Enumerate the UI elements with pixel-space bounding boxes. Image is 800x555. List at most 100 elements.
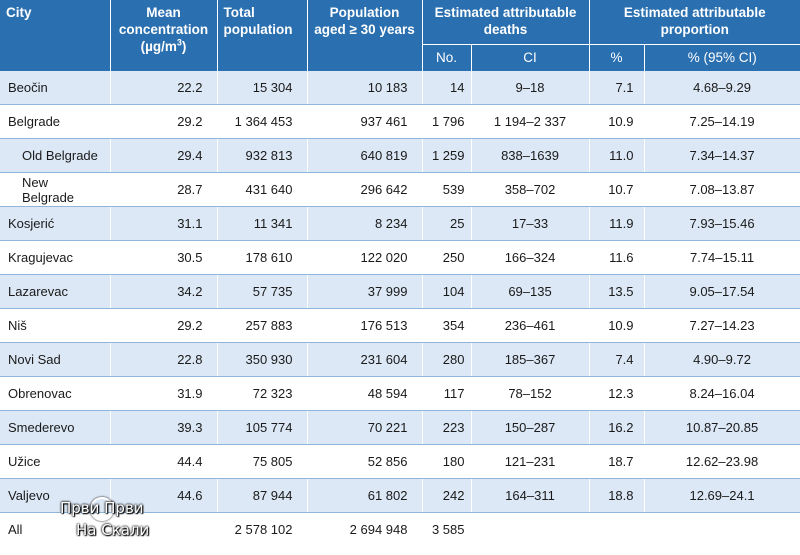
table-row: Lazarevac 34.2 57 735 37 999 104 69–135 …	[0, 274, 800, 309]
cell-ci: 358–702	[471, 172, 590, 207]
cell-pct	[589, 512, 645, 546]
cell-mean: 29.2	[110, 104, 218, 139]
cell-total: 350 930	[217, 342, 308, 377]
cell-no: 242	[422, 478, 472, 513]
cell-total: 105 774	[217, 410, 308, 445]
cell-pct-ci: 4.90–9.72	[644, 342, 800, 377]
cell-pct: 18.8	[589, 478, 645, 513]
cell-no: 180	[422, 444, 472, 479]
cell-pct-ci: 8.24–16.04	[644, 376, 800, 411]
cell-no: 1 259	[422, 138, 472, 173]
table-row: Novi Sad 22.8 350 930 231 604 280 185–36…	[0, 342, 800, 377]
cell-pop30: 176 513	[307, 308, 423, 343]
cell-city: Kragujevac	[0, 240, 111, 275]
cell-city: Niš	[0, 308, 111, 343]
cell-total: 932 813	[217, 138, 308, 173]
cell-pct: 12.3	[589, 376, 645, 411]
header-total-population: Total population	[217, 0, 308, 71]
cell-pct: 7.1	[589, 71, 645, 105]
table-row: Old Belgrade 29.4 932 813 640 819 1 259 …	[0, 138, 800, 173]
cell-city: Užice	[0, 444, 111, 479]
cell-total: 75 805	[217, 444, 308, 479]
cell-mean: 30.5	[110, 240, 218, 275]
cell-mean: 29.4	[110, 138, 218, 173]
cell-city: Obrenovac	[0, 376, 111, 411]
cell-pct: 10.9	[589, 104, 645, 139]
cell-ci: 166–324	[471, 240, 590, 275]
cell-pop30: 48 594	[307, 376, 423, 411]
cell-ci: 121–231	[471, 444, 590, 479]
cell-total: 2 578 102	[217, 512, 308, 546]
cell-mean: 39.3	[110, 410, 218, 445]
cell-no: 25	[422, 206, 472, 241]
cell-pct: 7.4	[589, 342, 645, 377]
cell-pct: 13.5	[589, 274, 645, 309]
header-city: City	[0, 0, 111, 71]
cell-mean: 29.2	[110, 308, 218, 343]
cell-pop30: 10 183	[307, 71, 423, 105]
cell-pop30: 52 856	[307, 444, 423, 479]
cell-ci: 236–461	[471, 308, 590, 343]
cell-ci: 17–33	[471, 206, 590, 241]
cell-mean: 28.7	[110, 172, 218, 207]
cell-pct: 10.9	[589, 308, 645, 343]
cell-mean: 22.2	[110, 71, 218, 105]
table-row: Niš 29.2 257 883 176 513 354 236–461 10.…	[0, 308, 800, 343]
header-mean-concentration: Mean concentration (µg/m3)	[110, 0, 218, 71]
cell-mean: 31.9	[110, 376, 218, 411]
cell-total: 57 735	[217, 274, 308, 309]
cell-ci: 838–1639	[471, 138, 590, 173]
cell-mean: 22.8	[110, 342, 218, 377]
cell-city: Smederevo	[0, 410, 111, 445]
cell-no: 104	[422, 274, 472, 309]
cell-city: Valjevo	[0, 478, 111, 513]
cell-ci: 164–311	[471, 478, 590, 513]
cell-pct-ci: 9.05–17.54	[644, 274, 800, 309]
cell-pop30: 2 694 948	[307, 512, 423, 546]
cell-no: 14	[422, 71, 472, 105]
table-row: Kragujevac 30.5 178 610 122 020 250 166–…	[0, 240, 800, 275]
header-attributable-proportion: Estimated attributable proportion	[589, 0, 800, 45]
cell-mean: 31.1	[110, 206, 218, 241]
table-row: Užice 44.4 75 805 52 856 180 121–231 18.…	[0, 444, 800, 479]
cell-city: Old Belgrade	[0, 138, 111, 173]
table-header: City Mean concentration (µg/m3) Total po…	[0, 0, 800, 71]
cell-ci: 9–18	[471, 71, 590, 105]
cell-city: Kosjerić	[0, 206, 111, 241]
cell-pct: 10.7	[589, 172, 645, 207]
cell-total: 178 610	[217, 240, 308, 275]
table-row: Valjevo 44.6 87 944 61 802 242 164–311 1…	[0, 478, 800, 513]
table-row: Beočin 22.2 15 304 10 183 14 9–18 7.1 4.…	[0, 71, 800, 105]
table-row: Kosjerić 31.1 11 341 8 234 25 17–33 11.9…	[0, 206, 800, 241]
cell-pct: 16.2	[589, 410, 645, 445]
cell-pop30: 122 020	[307, 240, 423, 275]
cell-total: 1 364 453	[217, 104, 308, 139]
table-body: Beočin 22.2 15 304 10 183 14 9–18 7.1 4.…	[0, 71, 800, 546]
cell-pct-ci	[644, 512, 800, 546]
cell-pct: 18.7	[589, 444, 645, 479]
header-mean-unit: (µg/m	[140, 39, 177, 54]
cell-pct-ci: 4.68–9.29	[644, 71, 800, 105]
cell-pct-ci: 12.69–24.1	[644, 478, 800, 513]
cell-total: 257 883	[217, 308, 308, 343]
header-attributable-deaths: Estimated attributable deaths	[422, 0, 590, 45]
cell-total: 11 341	[217, 206, 308, 241]
header-population-30: Population aged ≥ 30 years	[307, 0, 423, 71]
header-no: No.	[422, 44, 472, 71]
cell-pct: 11.0	[589, 138, 645, 173]
cell-city: Belgrade	[0, 104, 111, 139]
cell-pop30: 61 802	[307, 478, 423, 513]
cell-no: 117	[422, 376, 472, 411]
cell-city: All	[0, 512, 111, 546]
cell-city: Lazarevac	[0, 274, 111, 309]
cell-no: 3 585	[422, 512, 472, 546]
cell-pct-ci: 7.08–13.87	[644, 172, 800, 207]
cell-ci: 150–287	[471, 410, 590, 445]
cell-mean: 44.4	[110, 444, 218, 479]
cell-ci: 78–152	[471, 376, 590, 411]
cell-no: 280	[422, 342, 472, 377]
cell-ci: 1 194–2 337	[471, 104, 590, 139]
header-pct: %	[589, 44, 645, 71]
cell-pop30: 8 234	[307, 206, 423, 241]
